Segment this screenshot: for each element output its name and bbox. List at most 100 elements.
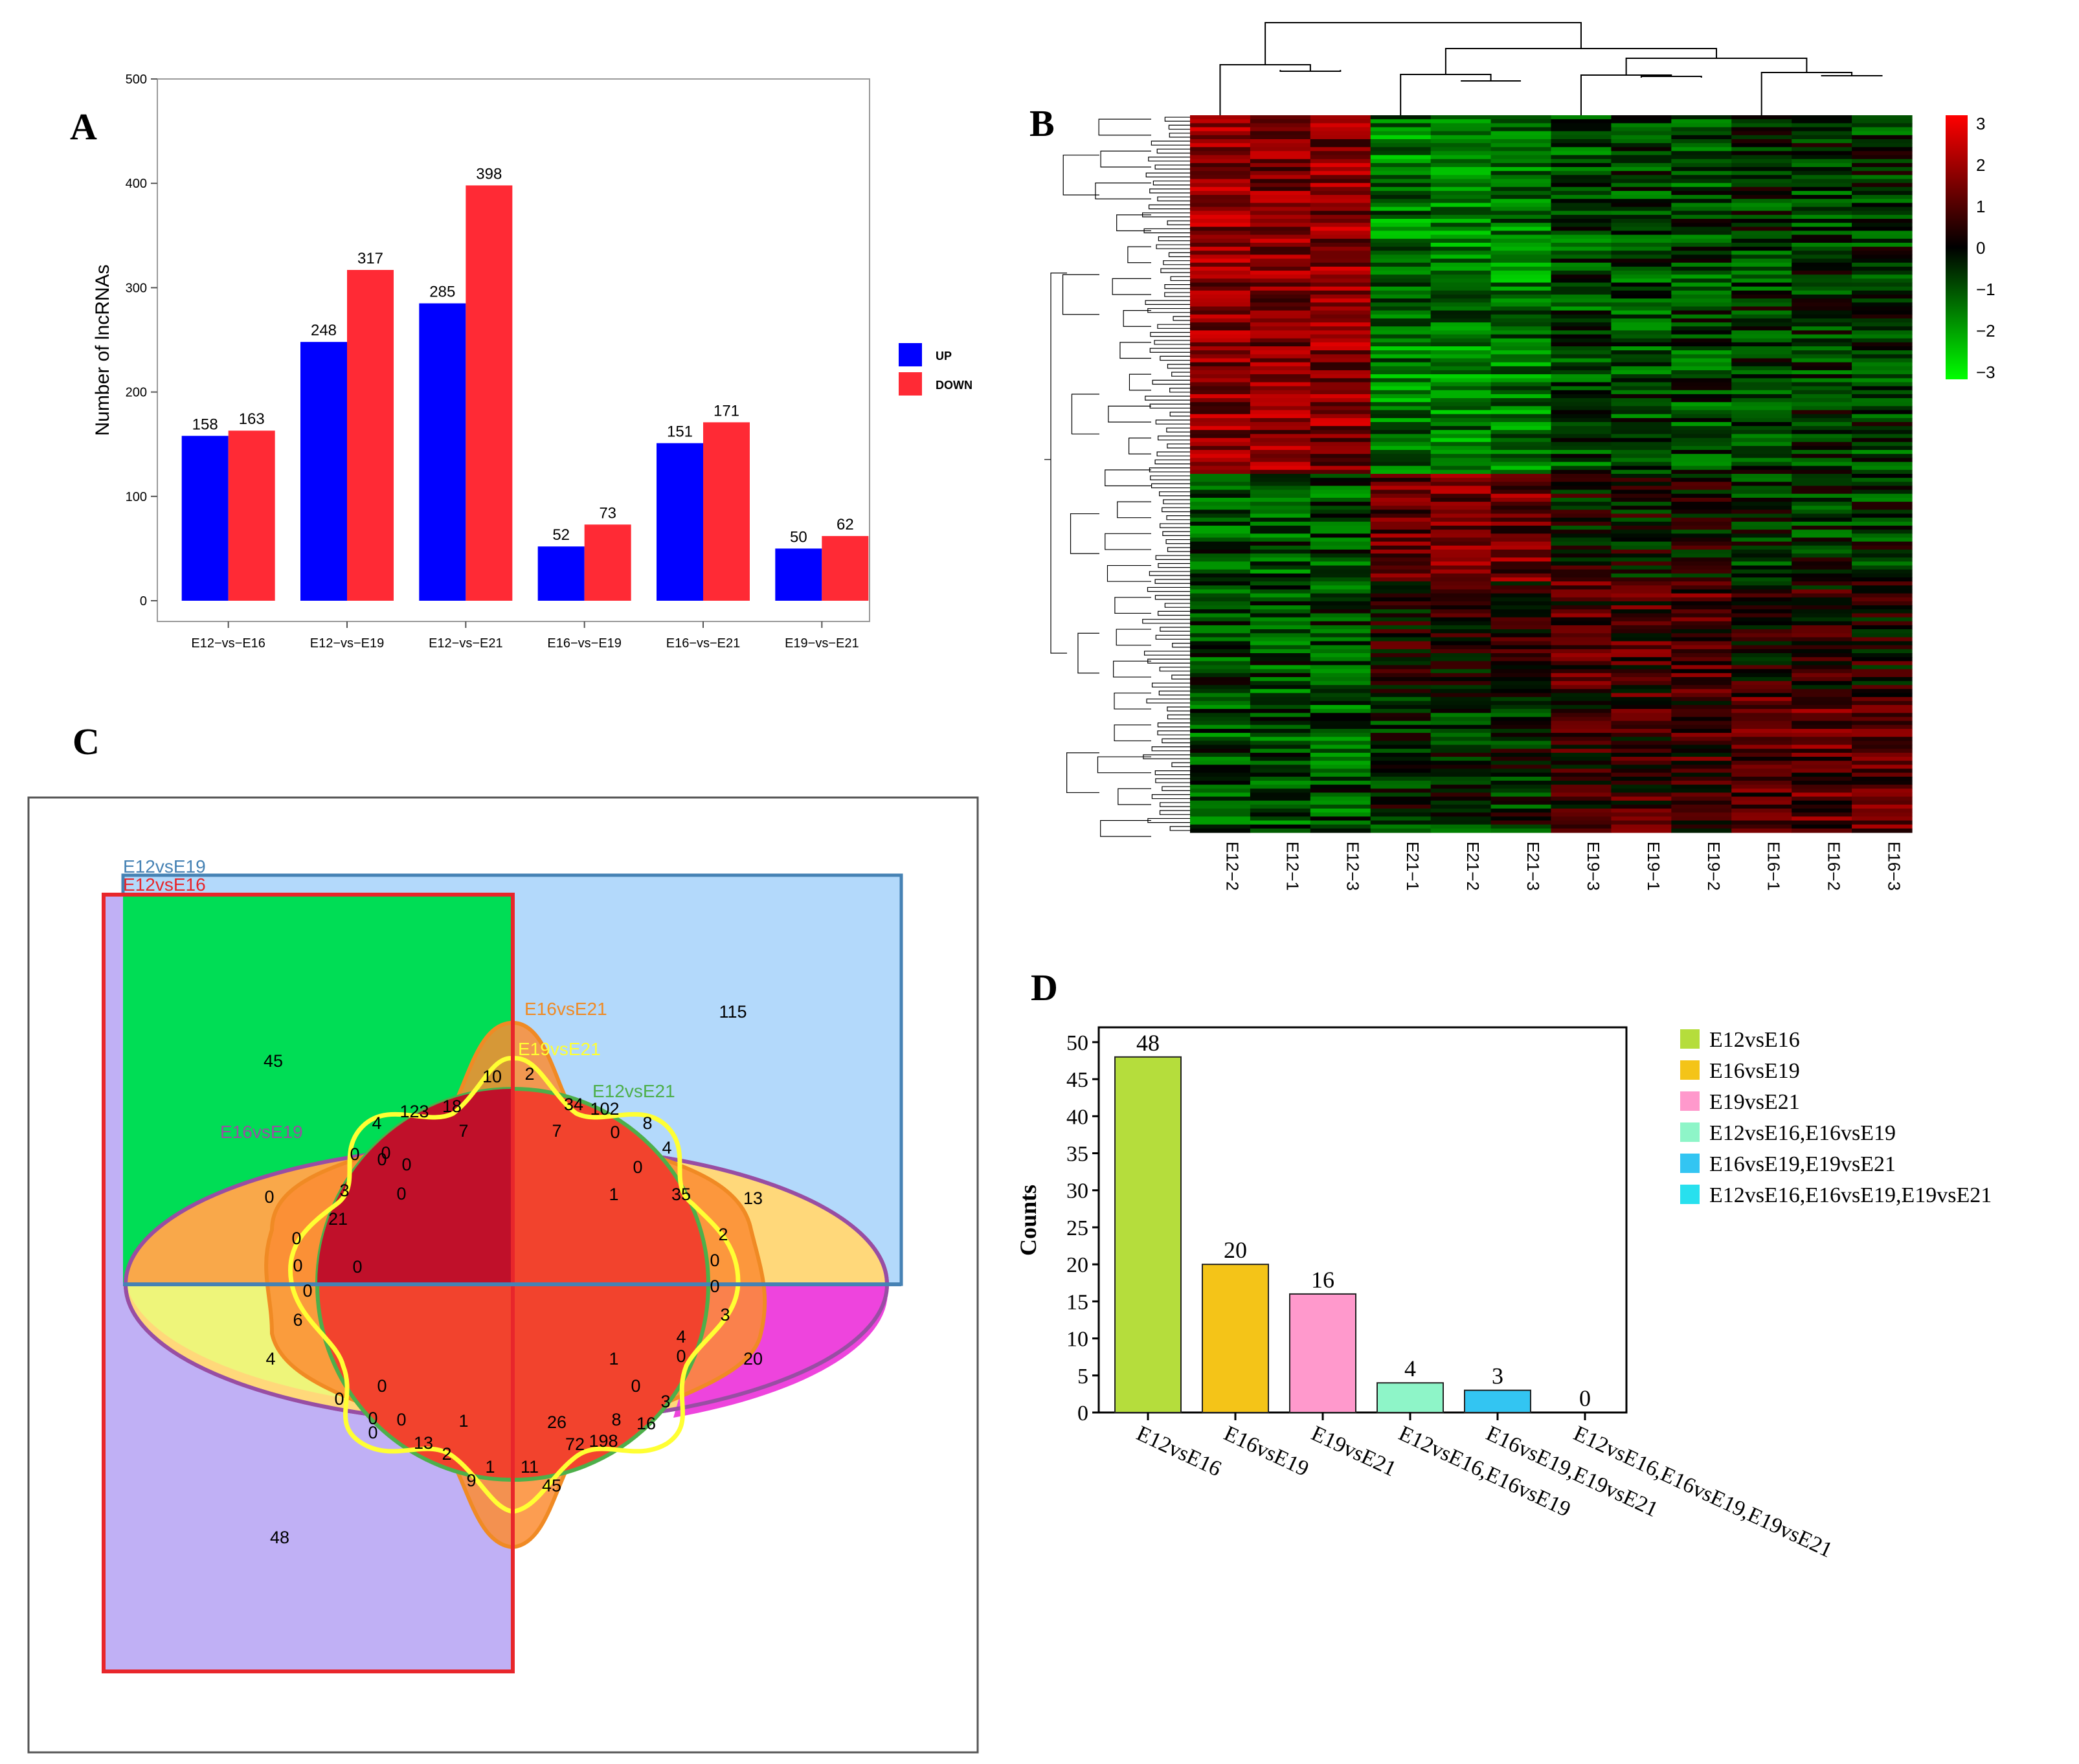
heatmap-cell bbox=[1792, 430, 1852, 435]
heatmap-cell bbox=[1250, 179, 1311, 184]
heatmap-cell bbox=[1430, 298, 1492, 303]
heatmap-cell bbox=[1430, 728, 1492, 733]
heatmap-cell bbox=[1671, 354, 1732, 359]
heatmap-cell bbox=[1792, 593, 1852, 598]
heatmap-cell bbox=[1430, 489, 1492, 495]
heatmap-cell bbox=[1490, 402, 1552, 407]
heatmap-cell bbox=[1190, 557, 1251, 563]
heatmap-cell bbox=[1792, 207, 1852, 212]
heatmap-cell bbox=[1792, 665, 1852, 670]
heatmap-cell bbox=[1430, 601, 1492, 606]
heatmap-cell bbox=[1490, 533, 1552, 539]
heatmap-cell bbox=[1190, 733, 1251, 737]
heatmap-cell bbox=[1190, 155, 1251, 160]
heatmap-cell bbox=[1490, 271, 1552, 275]
heatmap-cell bbox=[1671, 214, 1732, 219]
heatmap-cell bbox=[1792, 768, 1852, 774]
heatmap-cell bbox=[1190, 625, 1251, 630]
heatmap-cell bbox=[1551, 513, 1612, 519]
heatmap-cell bbox=[1731, 772, 1792, 777]
heatmap-cell bbox=[1190, 282, 1251, 287]
heatmap-cell bbox=[1190, 768, 1251, 774]
heatmap-cell bbox=[1250, 242, 1311, 247]
heatmap-cell bbox=[1250, 796, 1311, 801]
heatmap-cell bbox=[1430, 247, 1492, 251]
heatmap-cell bbox=[1792, 190, 1852, 195]
heatmap-cell bbox=[1370, 434, 1432, 439]
venn-region-count: 0 bbox=[377, 1150, 387, 1169]
heatmap-cell bbox=[1430, 230, 1492, 236]
row-dendrogram-branch bbox=[1147, 658, 1190, 664]
heatmap-cell bbox=[1551, 186, 1612, 192]
heatmap-cell bbox=[1611, 617, 1672, 622]
heatmap-cell bbox=[1792, 509, 1852, 515]
heatmap-cell bbox=[1611, 171, 1672, 175]
heatmap-cell bbox=[1551, 641, 1612, 646]
heatmap-cell bbox=[1370, 609, 1432, 614]
venn-region-count: 3 bbox=[660, 1392, 670, 1411]
heatmap-cell bbox=[1190, 119, 1251, 124]
heatmap-cell bbox=[1671, 139, 1732, 144]
heatmap-cell bbox=[1490, 605, 1552, 610]
heatmap-cell bbox=[1731, 334, 1792, 339]
heatmap-cell bbox=[1792, 266, 1852, 271]
heatmap-cell bbox=[1310, 242, 1371, 247]
heatmap-cell bbox=[1671, 438, 1732, 443]
heatmap-cell bbox=[1430, 334, 1492, 339]
heatmap-cell bbox=[1490, 123, 1552, 128]
heatmap-cell bbox=[1490, 254, 1552, 260]
heatmap-cell bbox=[1551, 545, 1612, 550]
heatmap-cell bbox=[1792, 458, 1852, 463]
heatmap-cell bbox=[1490, 744, 1552, 750]
heatmap-cell bbox=[1190, 581, 1251, 586]
heatmap-cell bbox=[1731, 809, 1792, 813]
heatmap-cell bbox=[1551, 203, 1612, 208]
heatmap-cell bbox=[1370, 700, 1432, 706]
venn-region-count: 1 bbox=[458, 1411, 468, 1431]
heatmap-cell bbox=[1370, 593, 1432, 598]
heatmap-cell bbox=[1370, 812, 1432, 817]
heatmap-cell bbox=[1310, 286, 1371, 291]
heatmap-cell bbox=[1310, 526, 1371, 530]
heatmap-cell bbox=[1671, 493, 1732, 498]
heatmap-cell bbox=[1490, 199, 1552, 204]
heatmap-cell bbox=[1731, 585, 1792, 590]
venn-region-count: 0 bbox=[350, 1144, 359, 1164]
heatmap-cell bbox=[1731, 362, 1792, 367]
heatmap-cell bbox=[1611, 342, 1672, 347]
heatmap-cell bbox=[1551, 162, 1612, 168]
heatmap-cell bbox=[1310, 593, 1371, 598]
heatmap-cell bbox=[1430, 585, 1492, 590]
heatmap-cell bbox=[1551, 155, 1612, 160]
heatmap-cell bbox=[1671, 123, 1732, 128]
venn-region-count: 3 bbox=[339, 1181, 349, 1200]
heatmap-cell bbox=[1490, 645, 1552, 650]
heatmap-cell bbox=[1551, 617, 1612, 622]
heatmap-cell bbox=[1490, 625, 1552, 630]
heatmap-cell bbox=[1671, 641, 1732, 646]
heatmap-cell bbox=[1611, 816, 1672, 821]
heatmap-cell bbox=[1370, 748, 1432, 754]
heatmap-cell bbox=[1250, 358, 1311, 363]
venn-region-count: 0 bbox=[396, 1184, 406, 1203]
heatmap-cell bbox=[1731, 633, 1792, 638]
heatmap-cell bbox=[1370, 203, 1432, 208]
heatmap-cell bbox=[1852, 398, 1913, 403]
heatmap-cell bbox=[1490, 342, 1552, 347]
heatmap-cell bbox=[1250, 709, 1311, 713]
heatmap-cell bbox=[1430, 290, 1492, 295]
heatmap-cell bbox=[1671, 589, 1732, 594]
column-dendrogram-branch bbox=[1444, 48, 1718, 74]
heatmap-cell bbox=[1430, 809, 1492, 813]
chart-d-data-label: 0 bbox=[1579, 1385, 1591, 1411]
heatmap-cell bbox=[1731, 438, 1792, 443]
heatmap-cell bbox=[1852, 497, 1913, 502]
row-dendrogram-branch bbox=[1119, 342, 1151, 359]
heatmap-cell bbox=[1370, 526, 1432, 530]
heatmap-cell bbox=[1250, 175, 1311, 180]
heatmap-cell bbox=[1611, 541, 1672, 546]
heatmap-cell bbox=[1852, 478, 1913, 482]
heatmap-cell bbox=[1551, 509, 1612, 515]
heatmap-cell bbox=[1731, 700, 1792, 706]
heatmap-cell bbox=[1490, 761, 1552, 765]
